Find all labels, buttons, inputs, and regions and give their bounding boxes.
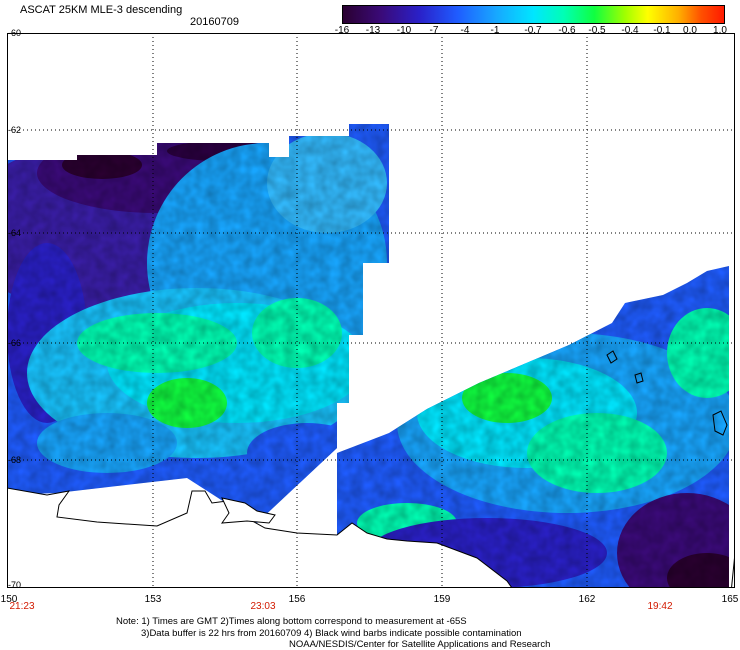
latitude-label: -66 — [8, 338, 22, 348]
island-outline — [220, 497, 276, 524]
color-scale-tick: -0.7 — [524, 25, 542, 36]
color-scale-bar — [342, 5, 725, 24]
color-scale-tick: -1 — [490, 25, 500, 36]
color-scale-tick: -13 — [365, 25, 381, 36]
latitude-label: -70 — [8, 580, 22, 590]
latitude-label: -62 — [8, 125, 22, 135]
color-scale-tick: -0.6 — [558, 25, 576, 36]
note-line-1: Note: 1) Times are GMT 2)Times along bot… — [116, 616, 467, 627]
island-outline — [634, 372, 644, 384]
note-line-3: NOAA/NESDIS/Center for Satellite Applica… — [289, 639, 551, 650]
graticule — [7, 33, 735, 588]
color-scale-tick: 1.0 — [713, 25, 727, 36]
color-scale-tick: -10 — [396, 25, 412, 36]
swath-map — [7, 33, 735, 588]
longitude-label: 165 — [721, 594, 739, 605]
color-scale-tick: -0.4 — [621, 25, 639, 36]
color-scale-tick: -0.5 — [588, 25, 606, 36]
color-scale-tick: -7 — [429, 25, 439, 36]
island-outline — [712, 410, 728, 436]
product-title: ASCAT 25KM MLE-3 descending — [20, 4, 183, 16]
map-frame — [7, 33, 735, 588]
product-date: 20160709 — [190, 16, 239, 28]
longitude-label: 156 — [288, 594, 306, 605]
color-scale-tick: -0.1 — [653, 25, 671, 36]
color-scale-tick: -4 — [460, 25, 470, 36]
latitude-label: -60 — [8, 28, 22, 38]
latitude-label: -68 — [8, 455, 22, 465]
color-scale-tick: 0.0 — [683, 25, 697, 36]
color-scale-tick: -16 — [334, 25, 350, 36]
time-label: 19:42 — [647, 601, 673, 612]
longitude-label: 159 — [433, 594, 451, 605]
island-outline — [606, 350, 618, 364]
longitude-label: 153 — [144, 594, 162, 605]
time-label: 23:03 — [250, 601, 276, 612]
time-label: 21:23 — [9, 601, 35, 612]
latitude-label: -64 — [8, 228, 22, 238]
longitude-label: 162 — [578, 594, 596, 605]
longitude-label: 150 — [0, 594, 18, 605]
note-line-2: 3)Data buffer is 22 hrs from 20160709 4)… — [141, 628, 522, 639]
